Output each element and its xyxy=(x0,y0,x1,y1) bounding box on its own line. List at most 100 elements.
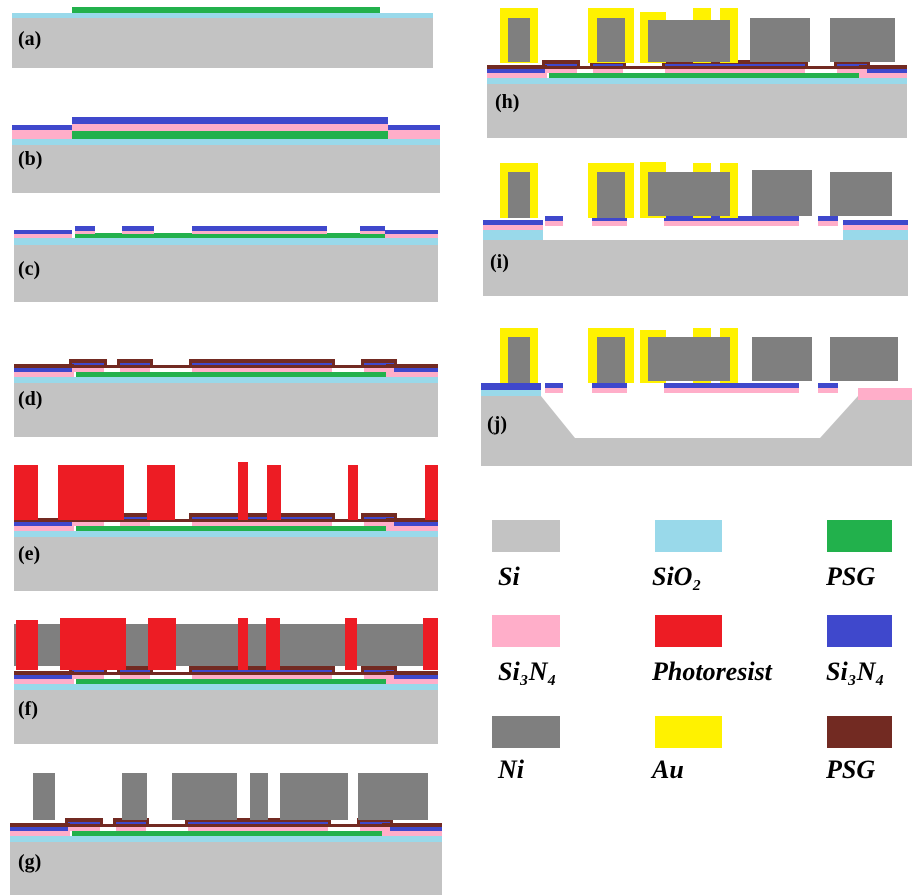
process-steps xyxy=(10,7,912,895)
layer xyxy=(545,383,563,388)
layer xyxy=(14,675,74,679)
layer xyxy=(361,513,397,517)
legend-label: Ni xyxy=(497,755,525,784)
layer xyxy=(818,383,838,388)
layer xyxy=(14,238,438,245)
legend-label: Si₃N₄ xyxy=(498,657,557,686)
nickel xyxy=(597,18,625,62)
panel-label: (d) xyxy=(18,388,42,410)
layer xyxy=(10,827,70,831)
layer xyxy=(122,231,154,234)
legend-swatch xyxy=(827,520,892,552)
layer xyxy=(72,131,388,139)
layer xyxy=(394,666,397,674)
panel-label: (j) xyxy=(487,413,507,435)
layer xyxy=(65,818,68,826)
photoresist xyxy=(238,462,248,520)
layer xyxy=(592,221,627,226)
photoresist xyxy=(148,618,176,670)
legend-swatch xyxy=(655,716,722,748)
layer xyxy=(14,372,74,377)
layer xyxy=(843,230,908,240)
nickel xyxy=(750,18,810,62)
layer xyxy=(361,666,364,674)
layer xyxy=(818,221,838,226)
nickel xyxy=(33,773,55,820)
layer xyxy=(69,359,107,363)
layer xyxy=(545,388,563,393)
panel-label: (b) xyxy=(18,148,42,170)
layer xyxy=(385,234,438,238)
layer xyxy=(332,359,335,367)
layer xyxy=(542,60,580,64)
layer xyxy=(843,225,908,230)
layer xyxy=(192,231,327,234)
layer xyxy=(12,139,440,145)
silicon xyxy=(12,145,440,193)
legend-label: Si₃N₄ xyxy=(826,657,885,686)
panel-label: (e) xyxy=(18,543,40,565)
photoresist xyxy=(423,618,438,670)
layer xyxy=(388,125,440,130)
layer xyxy=(394,513,397,521)
layer xyxy=(361,359,364,367)
nickel xyxy=(508,172,530,218)
layer xyxy=(189,666,192,674)
photoresist xyxy=(58,465,124,520)
layer xyxy=(382,827,442,831)
nickel xyxy=(648,337,730,381)
photoresist xyxy=(266,618,280,670)
layer xyxy=(664,383,799,388)
layer xyxy=(12,125,72,130)
legend-swatch xyxy=(492,520,560,552)
layer xyxy=(14,364,74,368)
layer xyxy=(189,513,192,521)
nickel xyxy=(830,172,892,216)
layer xyxy=(386,372,438,377)
legend-label: PSG xyxy=(825,562,875,591)
legend-swatch xyxy=(655,615,722,647)
layer xyxy=(360,226,385,231)
layer xyxy=(122,226,154,231)
layer xyxy=(481,390,541,396)
nickel xyxy=(250,773,268,820)
psg-top xyxy=(14,672,438,675)
nickel xyxy=(597,337,625,383)
photoresist xyxy=(267,465,281,520)
layer xyxy=(72,124,388,131)
legend-label: Si xyxy=(498,562,520,591)
panel-label: (g) xyxy=(18,851,41,873)
layer xyxy=(361,666,397,670)
legend-swatch xyxy=(492,615,560,647)
silicon xyxy=(12,18,433,68)
legend-swatch xyxy=(655,520,722,552)
layer xyxy=(189,359,192,367)
nickel xyxy=(172,773,237,820)
layer xyxy=(65,818,103,822)
layer xyxy=(859,65,907,69)
layer xyxy=(487,65,547,69)
layer xyxy=(394,359,397,367)
psg-layer xyxy=(76,526,386,531)
layer xyxy=(117,359,120,367)
layer xyxy=(75,226,95,231)
layer xyxy=(14,234,72,238)
layer xyxy=(189,666,335,670)
layer xyxy=(150,359,153,367)
layer xyxy=(542,60,545,68)
layer xyxy=(10,823,70,827)
layer xyxy=(664,388,799,393)
layer xyxy=(818,388,838,393)
photoresist xyxy=(345,618,357,670)
panel-label: (f) xyxy=(18,698,38,720)
layer xyxy=(386,364,438,368)
panel-label: (h) xyxy=(495,91,519,113)
nickel xyxy=(508,337,530,383)
legend-swatch xyxy=(492,716,560,748)
nickel xyxy=(752,337,812,381)
layer xyxy=(14,230,72,234)
nickel xyxy=(280,773,348,820)
layer xyxy=(385,230,438,234)
layer xyxy=(332,513,335,521)
sio2-layer xyxy=(14,684,438,690)
